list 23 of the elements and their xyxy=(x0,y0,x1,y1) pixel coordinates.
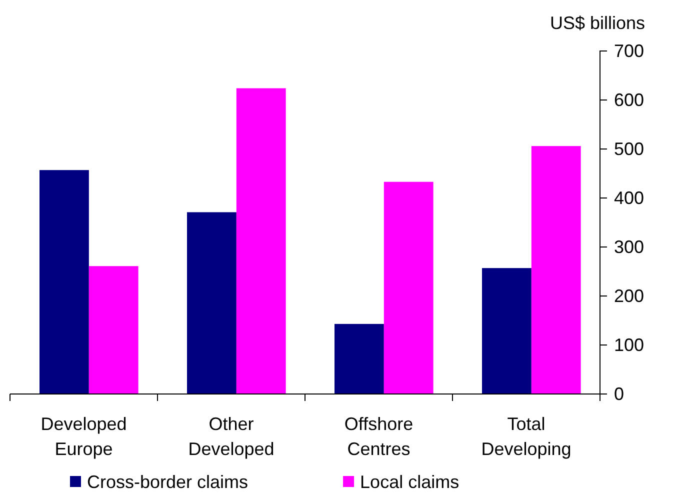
legend-label: Local claims xyxy=(360,472,460,492)
bar xyxy=(482,268,532,394)
y-tick-label: 200 xyxy=(614,286,644,306)
x-tick-label: Total Developing xyxy=(481,414,572,459)
y-tick-label: 700 xyxy=(614,40,644,61)
y-tick-label: 500 xyxy=(614,138,644,159)
y-axis-title: US$ billions xyxy=(550,13,645,33)
bar xyxy=(384,182,434,394)
bar xyxy=(187,212,236,394)
x-tick-label: Offshore Centres xyxy=(344,414,414,459)
y-tick-label: 600 xyxy=(614,90,644,110)
bar xyxy=(236,88,286,394)
x-tick-label: Other Developed xyxy=(188,414,274,459)
bar xyxy=(88,266,138,394)
bar xyxy=(40,170,89,394)
x-tick-label: Developed Europe xyxy=(40,414,127,459)
legend-label: Cross-border claims xyxy=(87,472,248,492)
bar xyxy=(334,324,384,394)
y-tick-label: 300 xyxy=(614,236,644,257)
y-tick-label: 0 xyxy=(614,384,624,404)
bar xyxy=(531,146,581,394)
y-tick-label: 400 xyxy=(614,188,644,208)
y-tick-label: 100 xyxy=(614,334,644,355)
